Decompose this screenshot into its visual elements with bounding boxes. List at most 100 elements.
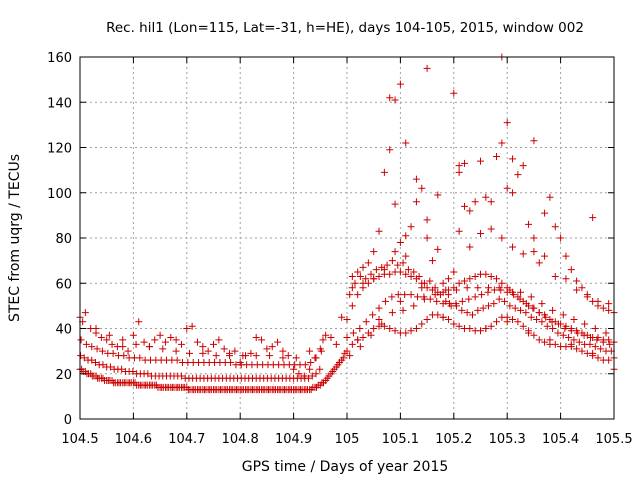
data-point bbox=[591, 343, 599, 351]
data-point bbox=[466, 243, 474, 251]
data-point bbox=[292, 354, 300, 362]
data-point bbox=[562, 322, 570, 330]
x-tick-label: 104.5 bbox=[61, 432, 98, 447]
data-point bbox=[316, 345, 324, 353]
data-point bbox=[493, 153, 501, 161]
data-point bbox=[543, 322, 551, 330]
data-point bbox=[388, 257, 396, 265]
data-point bbox=[402, 329, 410, 337]
data-point bbox=[530, 234, 538, 242]
data-point bbox=[332, 340, 340, 348]
grid-layer bbox=[80, 57, 614, 419]
data-point bbox=[99, 361, 107, 369]
data-point bbox=[362, 318, 370, 326]
data-point bbox=[394, 291, 402, 299]
data-point bbox=[594, 354, 602, 362]
data-point bbox=[431, 291, 439, 299]
data-point bbox=[495, 295, 503, 303]
data-point bbox=[364, 259, 372, 267]
data-point bbox=[319, 336, 327, 344]
x-tick-label: 104.8 bbox=[222, 432, 259, 447]
data-point bbox=[98, 347, 106, 355]
data-point bbox=[567, 266, 575, 274]
data-point bbox=[343, 347, 351, 355]
data-point bbox=[605, 336, 613, 344]
data-point bbox=[474, 306, 482, 314]
data-point bbox=[433, 297, 441, 305]
data-point bbox=[388, 293, 396, 301]
data-point bbox=[156, 331, 164, 339]
data-point bbox=[562, 252, 570, 260]
data-point bbox=[487, 225, 495, 233]
data-point bbox=[530, 331, 538, 339]
data-point bbox=[573, 277, 581, 285]
data-point bbox=[434, 191, 442, 199]
data-point bbox=[549, 325, 557, 332]
data-point bbox=[391, 327, 399, 335]
data-point bbox=[533, 315, 541, 323]
data-point bbox=[386, 325, 394, 332]
data-point bbox=[375, 315, 383, 323]
data-point bbox=[354, 268, 362, 276]
data-point bbox=[546, 336, 554, 344]
x-tick-label: 105 bbox=[335, 432, 360, 447]
data-point bbox=[359, 334, 367, 342]
data-point bbox=[466, 275, 474, 283]
data-point bbox=[450, 320, 458, 328]
data-point bbox=[380, 266, 388, 274]
data-point bbox=[420, 279, 428, 287]
data-point bbox=[106, 363, 114, 371]
data-point bbox=[92, 329, 100, 337]
data-point bbox=[551, 272, 559, 280]
data-point bbox=[485, 302, 493, 310]
data-point bbox=[129, 331, 137, 339]
data-point bbox=[185, 349, 193, 357]
data-point bbox=[506, 286, 514, 294]
data-point bbox=[311, 354, 319, 362]
data-point bbox=[485, 284, 493, 292]
data-point bbox=[370, 275, 378, 283]
data-point bbox=[465, 295, 473, 303]
data-point bbox=[383, 261, 391, 269]
data-point bbox=[396, 297, 404, 305]
data-point bbox=[88, 343, 96, 351]
data-point bbox=[359, 279, 367, 287]
data-point bbox=[431, 284, 439, 292]
data-point bbox=[606, 340, 614, 348]
data-point bbox=[482, 270, 490, 278]
data-point bbox=[226, 349, 234, 357]
data-point bbox=[423, 234, 431, 242]
data-point bbox=[503, 318, 511, 326]
data-point bbox=[338, 313, 346, 321]
x-tick-label: 104.7 bbox=[168, 432, 205, 447]
data-point bbox=[498, 139, 506, 147]
data-point bbox=[370, 248, 378, 256]
data-point bbox=[87, 325, 95, 332]
y-tick-label: 100 bbox=[47, 187, 72, 202]
data-point bbox=[522, 309, 530, 317]
x-tick-label: 105.3 bbox=[489, 432, 526, 447]
data-point bbox=[455, 162, 463, 170]
data-point bbox=[346, 291, 354, 299]
data-point bbox=[535, 309, 543, 317]
data-point bbox=[105, 331, 113, 339]
x-tick-label: 105.2 bbox=[435, 432, 472, 447]
data-point bbox=[538, 318, 546, 326]
data-point bbox=[573, 345, 581, 353]
data-point bbox=[535, 259, 543, 267]
data-point bbox=[589, 349, 597, 357]
data-point bbox=[541, 338, 549, 346]
y-tick-label: 0 bbox=[64, 413, 72, 428]
y-tick-label: 80 bbox=[55, 232, 72, 247]
data-point bbox=[578, 347, 586, 355]
data-point bbox=[503, 184, 511, 192]
data-point bbox=[88, 356, 96, 364]
data-point bbox=[570, 336, 578, 344]
data-point bbox=[597, 345, 605, 353]
data-point bbox=[605, 356, 613, 364]
data-point bbox=[407, 272, 415, 280]
data-point bbox=[418, 320, 426, 328]
data-point bbox=[252, 352, 260, 360]
data-point bbox=[124, 347, 132, 355]
data-point bbox=[93, 345, 101, 353]
